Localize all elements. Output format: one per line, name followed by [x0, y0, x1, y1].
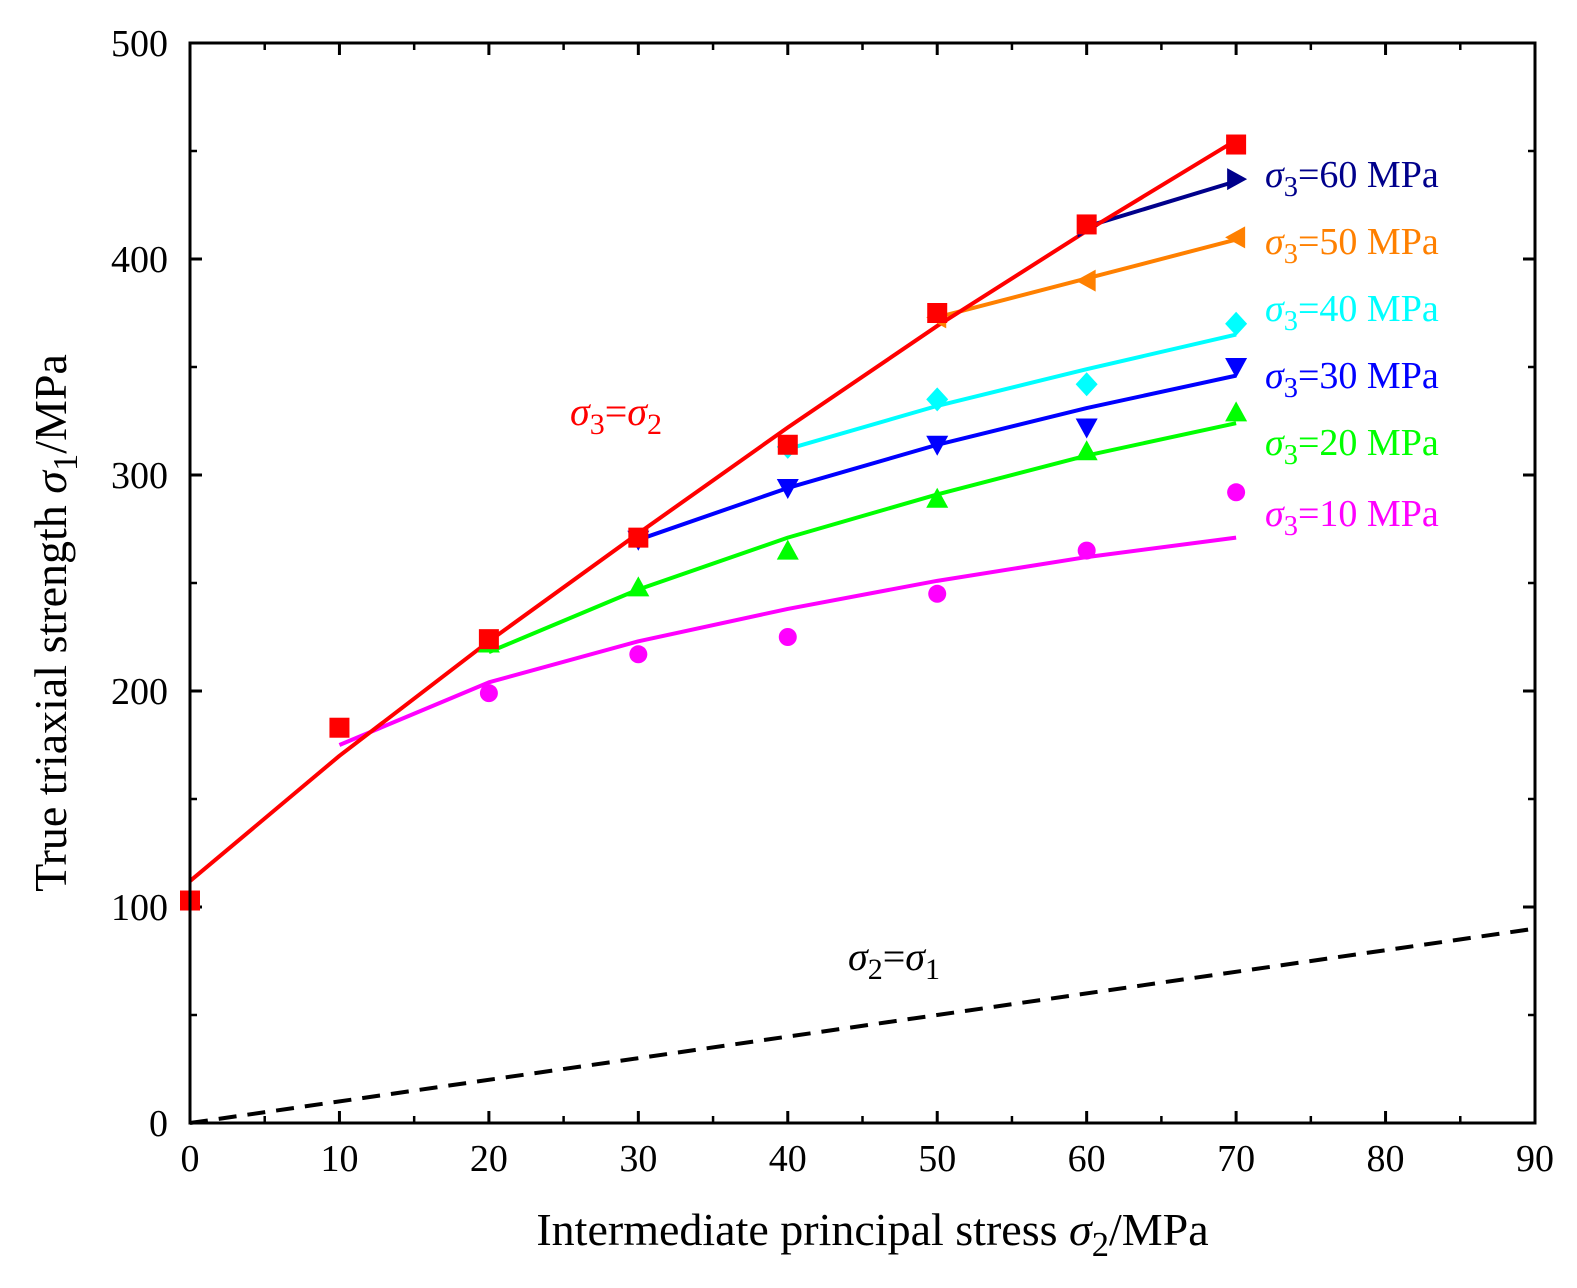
y-tick-label: 100: [111, 887, 168, 929]
x-tick-label: 70: [1217, 1138, 1255, 1180]
y-axis-title: True triaxial strength σ1/MPa: [25, 354, 85, 892]
fit-line-s40: [787, 332, 1237, 452]
y-tick-label: 400: [111, 239, 168, 281]
fit-line-eq: [188, 138, 1238, 883]
x-tick-label: 0: [181, 1138, 200, 1180]
marker-s50: [1225, 226, 1246, 249]
marker-eq: [478, 629, 499, 650]
marker-s30: [776, 478, 799, 499]
marker-s60: [1227, 168, 1248, 191]
x-tick-label: 50: [918, 1138, 956, 1180]
marker-s40: [1075, 372, 1098, 397]
marker-eq: [927, 303, 948, 323]
marker-s10: [928, 584, 947, 603]
fit-line-s20: [488, 421, 1237, 654]
marker-s20: [627, 576, 650, 597]
x-tick-label: 10: [320, 1138, 358, 1180]
y-tick-label: 0: [149, 1103, 168, 1145]
plot-area: 0 10 20 30 40 50 60 70 80 90 0 100 200 300 400 500: [111, 23, 1554, 1180]
marker-s20: [1075, 440, 1098, 461]
series-label-s60: σ3=60 MPa: [1265, 154, 1439, 203]
x-tick-label: 30: [619, 1138, 657, 1180]
marker-eq: [777, 434, 798, 455]
annotations: σ3=60 MPa σ3=50 MPa σ3=40 MPa σ3=30 MPa σ3=2…: [570, 154, 1439, 986]
x-tick-label: 60: [1068, 1138, 1106, 1180]
marker-s40: [926, 387, 949, 412]
y-tick-label: 300: [111, 455, 168, 497]
marker-eq: [329, 717, 350, 738]
marker-s20: [926, 487, 949, 508]
x-tick-label: 40: [769, 1138, 807, 1180]
x-axis-title: Intermediate principal stress σ2/MPa: [536, 1204, 1208, 1264]
reference-line-sigma2-eq-sigma1: [189, 926, 1536, 1125]
series-label-s50: σ3=50 MPa: [1265, 221, 1439, 270]
reference-line-label: σ2=σ1: [848, 934, 940, 986]
marker-s30: [926, 435, 949, 456]
marker-eq: [1226, 134, 1247, 155]
x-tick-label: 20: [470, 1138, 508, 1180]
marker-s10: [479, 684, 498, 703]
marker-eq: [628, 527, 649, 548]
marker-s20: [776, 539, 799, 560]
axis-titles: Intermediate principal stress σ2/MPa True…: [25, 354, 1209, 1263]
x-tick-label: 90: [1516, 1138, 1554, 1180]
marker-eq: [1076, 214, 1097, 235]
series-label-s40: σ3=40 MPa: [1265, 288, 1439, 337]
series-label-s30: σ3=30 MPa: [1265, 355, 1439, 404]
series-label-s20: σ3=20 MPa: [1265, 422, 1439, 471]
marker-s30: [1225, 358, 1248, 378]
plot-frame: [188, 41, 1537, 1125]
tick-labels: 0 10 20 30 40 50 60 70 80 90 0 100 200 300 400 500: [111, 23, 1554, 1180]
marker-s30: [1075, 418, 1098, 439]
marker-s10: [1227, 483, 1246, 502]
marker-s50: [1075, 269, 1096, 292]
reference-line: [189, 926, 1536, 1125]
y-tick-label: 200: [111, 671, 168, 713]
series-label-s10: σ3=10 MPa: [1265, 493, 1439, 542]
marker-s20: [1225, 401, 1248, 422]
curve-label-eq: σ3=σ2: [570, 389, 662, 441]
marker-s10: [629, 645, 648, 664]
fit-lines: [188, 138, 1238, 883]
data-markers: [180, 134, 1248, 911]
x-tick-label: 80: [1367, 1138, 1405, 1180]
marker-s10: [1077, 541, 1096, 560]
fit-line-s60: [1086, 179, 1237, 229]
y-tick-label: 500: [111, 23, 168, 65]
marker-s40: [1225, 311, 1248, 336]
marker-s10: [778, 628, 797, 646]
